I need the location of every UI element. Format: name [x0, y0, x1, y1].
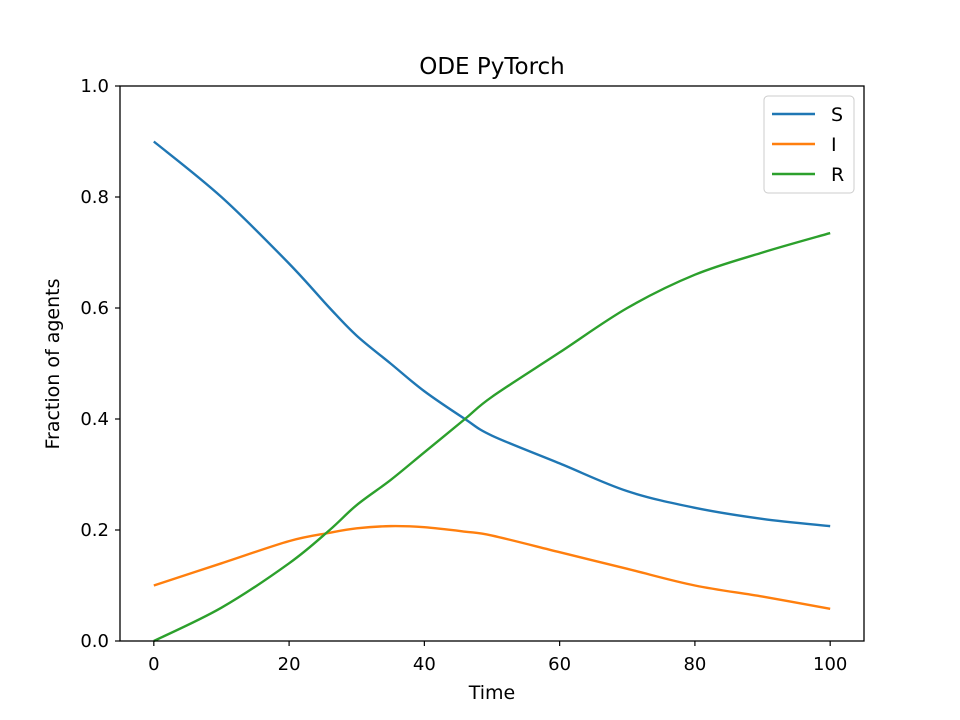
series-line-i: [153, 524, 831, 610]
x-tick-label: 80: [683, 654, 706, 675]
legend-label-i: I: [831, 134, 837, 156]
series-layer: [153, 140, 831, 643]
x-tick-label: 60: [548, 654, 571, 675]
x-tick-label: 100: [813, 654, 847, 675]
y-tick-label: 1.0: [80, 76, 109, 97]
series-line-s: [153, 140, 831, 528]
series-line-r: [153, 231, 831, 643]
y-tick-label: 0.6: [80, 298, 109, 319]
y-axis-ticks: 0.0 0.2 0.4 0.6 0.8 1.0: [80, 76, 120, 652]
legend-label-s: S: [831, 104, 843, 126]
y-tick-label: 0.0: [80, 631, 109, 652]
x-tick-label: 20: [278, 654, 301, 675]
legend-label-r: R: [831, 164, 844, 186]
y-tick-label: 0.8: [80, 187, 109, 208]
chart-title: ODE PyTorch: [419, 54, 565, 80]
x-axis-label: Time: [468, 682, 516, 704]
y-axis-label: Fraction of agents: [42, 278, 64, 449]
x-tick-label: 0: [148, 654, 159, 675]
plot-area-frame: [119, 85, 865, 642]
x-axis-ticks: 0 20 40 60 80 100: [148, 641, 847, 675]
y-tick-label: 0.4: [80, 409, 109, 430]
legend: SIR: [763, 95, 855, 194]
y-tick-label: 0.2: [80, 520, 109, 541]
x-tick-label: 40: [413, 654, 436, 675]
